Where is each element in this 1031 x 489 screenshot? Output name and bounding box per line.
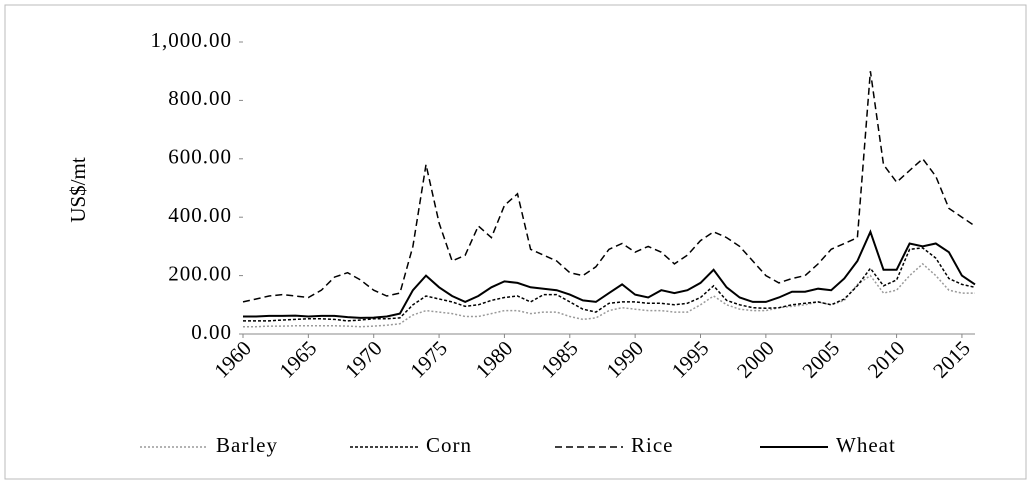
y-tick-label: 800.00 — [168, 86, 232, 110]
legend-label: Corn — [426, 433, 472, 457]
frame — [4, 4, 1027, 480]
y-tick-label: 200.00 — [168, 261, 232, 285]
y-tick-label: 0.00 — [191, 320, 232, 344]
y-tick-label: 600.00 — [168, 145, 232, 169]
series-line — [243, 247, 976, 322]
legend-label: Barley — [216, 433, 278, 457]
series-line — [243, 229, 976, 319]
y-tick-label: 1,000.00 — [151, 28, 233, 52]
legend-label: Rice — [631, 433, 673, 457]
y-tick-label: 400.00 — [168, 203, 232, 227]
series-line — [242, 71, 976, 303]
legend-label: Wheat — [836, 433, 896, 457]
y-axis-label: US$/mt — [66, 157, 90, 223]
